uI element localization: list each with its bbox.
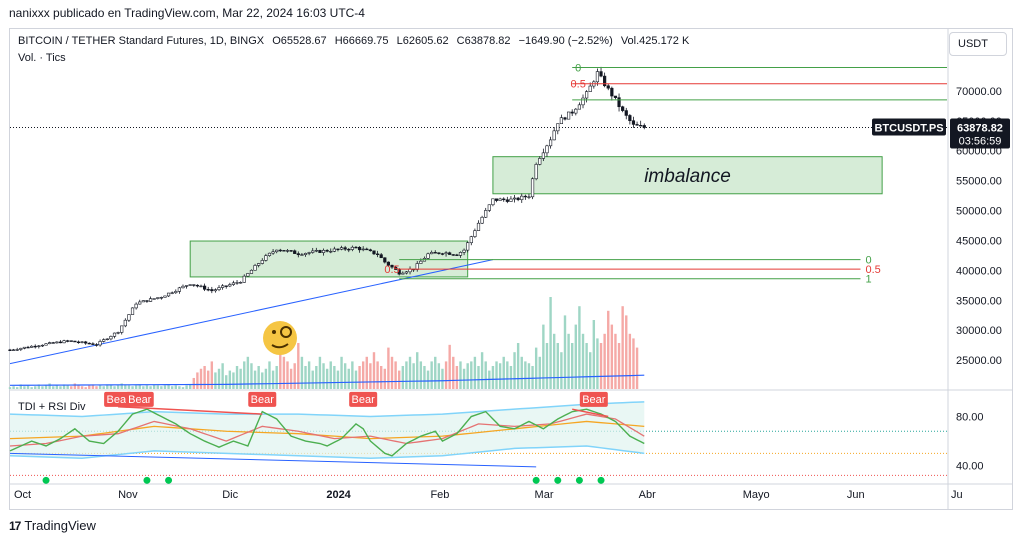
footer-brand: TradingView <box>24 518 96 533</box>
currency-button[interactable]: USDT <box>949 32 1007 56</box>
ohlc-open: O65528.67 <box>272 35 327 47</box>
tradingview-logo-icon: 17 <box>9 518 21 533</box>
publisher-header: nanixxx publicado en TradingView.com, Ma… <box>9 6 365 20</box>
symbol-legend: BITCOIN / TETHER Standard Futures, 1D, B… <box>18 35 694 47</box>
chart-frame <box>9 28 1013 510</box>
volume-legend[interactable]: Vol. · Tics <box>18 52 66 64</box>
volume-value: Vol.425.172 K <box>620 35 690 47</box>
price-change: −1649.90 (−2.52%) <box>518 35 613 47</box>
footer: 17 TradingView <box>9 518 96 533</box>
ohlc-close: C63878.82 <box>456 35 511 47</box>
symbol-name[interactable]: BITCOIN / TETHER Standard Futures, 1D, B… <box>18 35 265 47</box>
ohlc-low: L62605.62 <box>396 35 449 47</box>
ohlc-high: H66669.75 <box>334 35 389 47</box>
